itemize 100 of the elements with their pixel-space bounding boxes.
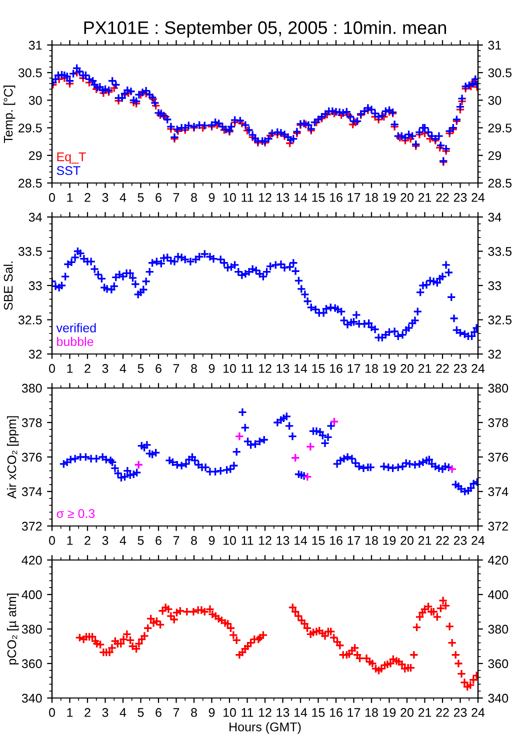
y2-tick-label: 29.5 — [488, 124, 512, 132]
x-tick-label: 12 — [259, 193, 272, 202]
x-tick-label: 19 — [383, 536, 396, 545]
x-axis-title: Hours (GMT) — [230, 722, 301, 734]
x-tick-label: 5 — [138, 708, 144, 717]
x-tick-label: 24 — [472, 536, 485, 545]
x-tick-label: 23 — [454, 364, 467, 373]
x-tick-label: 20 — [400, 708, 414, 717]
x-tick-label: 4 — [120, 364, 126, 373]
x-tick-label: 11 — [242, 708, 254, 717]
x-tick-label: 2 — [84, 364, 90, 373]
y-tick-label: 360 — [22, 659, 42, 668]
x-tick-label: 7 — [173, 364, 180, 373]
x-tick-label: 2 — [84, 193, 90, 202]
x-tick-label: 23 — [454, 536, 467, 545]
x-tick-label: 10 — [224, 193, 236, 202]
y-tick-label: 33 — [28, 281, 42, 290]
x-tick-label: 1 — [67, 193, 73, 202]
x-tick-label: 10 — [224, 364, 236, 373]
x-tick-label: 5 — [138, 536, 144, 545]
x-tick-label: 14 — [294, 364, 308, 373]
x-tick-label: 1 — [67, 536, 73, 545]
y2-tick-label: 360 — [488, 659, 508, 668]
y2-tick-label: 420 — [488, 556, 508, 565]
x-tick-label: 2 — [84, 708, 90, 717]
x-tick-label: 22 — [436, 708, 449, 717]
x-tick-label: 9 — [208, 536, 215, 545]
x-tick-label: 21 — [418, 708, 432, 717]
x-tick-label: 4 — [120, 536, 126, 545]
x-tick-label: 13 — [276, 364, 290, 373]
x-tick-label: 15 — [312, 364, 325, 373]
y-tick-label: 31 — [28, 40, 42, 50]
x-tick-label: 0 — [49, 536, 55, 545]
x-tick-label: 9 — [208, 708, 215, 717]
x-tick-label: 18 — [366, 708, 378, 717]
x-tick-label: 4 — [120, 708, 126, 717]
x-tick-label: 11 — [242, 193, 254, 202]
x-tick-label: 3 — [102, 193, 108, 202]
x-tick-label: 13 — [276, 193, 290, 202]
x-tick-label: 18 — [366, 536, 378, 545]
x-tick-label: 8 — [191, 193, 197, 202]
y-axis-title: Temp. [°C] — [4, 86, 16, 143]
y2-tick-label: 32 — [488, 350, 501, 359]
x-tick-label: 9 — [208, 364, 215, 373]
point — [447, 464, 457, 474]
x-tick-label: 6 — [156, 708, 162, 717]
x-tick-label: 10 — [224, 708, 236, 717]
x-tick-label: 12 — [259, 364, 272, 373]
x-tick-label: 24 — [472, 364, 485, 373]
x-tick-label: 3 — [102, 708, 108, 717]
x-tick-label: 21 — [418, 536, 432, 545]
y-tick-label: 380 — [22, 624, 42, 634]
y2-tick-label: 29 — [488, 151, 502, 160]
x-tick-label: 15 — [312, 708, 325, 717]
y2-tick-label: 34 — [488, 212, 502, 222]
x-tick-label: 5 — [138, 364, 144, 373]
x-tick-label: 1 — [67, 708, 73, 717]
y2-tick-label: 400 — [488, 590, 508, 600]
x-tick-label: 15 — [312, 193, 325, 202]
y-tick-label: 372 — [22, 522, 42, 531]
x-tick-label: 13 — [276, 536, 290, 545]
x-tick-label: 8 — [191, 536, 197, 545]
x-tick-label: 16 — [330, 364, 342, 373]
x-tick-label: 1 — [67, 364, 73, 373]
y2-tick-label: 31 — [488, 40, 502, 50]
x-tick-label: 16 — [330, 536, 342, 545]
x-tick-label: 13 — [276, 708, 290, 717]
x-tick-label: 14 — [294, 193, 308, 202]
x-tick-label: 7 — [173, 536, 180, 545]
y-tick-label: 29.5 — [18, 124, 42, 132]
x-tick-label: 24 — [472, 708, 485, 717]
x-tick-label: 5 — [138, 193, 144, 202]
x-tick-label: 6 — [156, 536, 162, 545]
x-tick-label: 10 — [224, 536, 236, 545]
x-tick-label: 24 — [472, 193, 485, 202]
x-tick-label: 23 — [454, 193, 467, 202]
y2-tick-label: 374 — [488, 487, 508, 496]
text: SST — [56, 166, 80, 176]
x-tick-label: 3 — [102, 364, 108, 373]
x-tick-label: 22 — [436, 364, 449, 373]
x-tick-label: 0 — [49, 193, 55, 202]
y-tick-label: 380 — [22, 384, 42, 393]
x-tick-label: 17 — [348, 708, 360, 717]
x-tick-label: 11 — [242, 364, 254, 373]
y-tick-label: 28.5 — [18, 178, 42, 188]
x-tick-label: 18 — [366, 193, 378, 202]
y2-tick-label: 380 — [488, 624, 508, 634]
x-tick-label: 17 — [348, 193, 360, 202]
point — [306, 442, 316, 452]
x-tick-label: 20 — [400, 364, 414, 373]
x-tick-label: 9 — [208, 193, 215, 202]
y-tick-label: 30 — [28, 96, 42, 105]
x-tick-label: 11 — [242, 536, 254, 545]
y-tick-label: 33.5 — [18, 247, 42, 256]
x-tick-label: 14 — [294, 536, 308, 545]
y2-tick-label: 376 — [488, 452, 508, 462]
y-tick-label: 34 — [28, 212, 42, 222]
x-tick-label: 16 — [330, 193, 342, 202]
y-tick-label: 378 — [22, 418, 42, 428]
x-tick-label: 19 — [383, 193, 396, 202]
